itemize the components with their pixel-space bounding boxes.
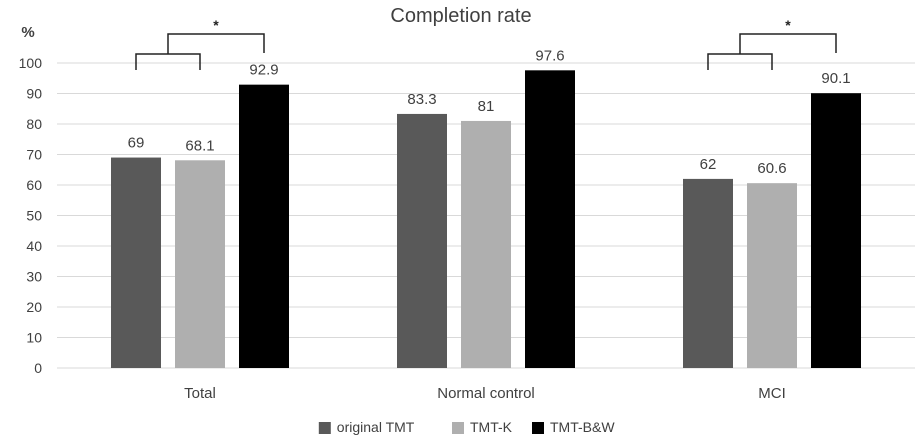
y-tick-label: 0 bbox=[34, 360, 42, 376]
bar bbox=[683, 178, 733, 368]
y-tick-label: 10 bbox=[26, 330, 42, 346]
y-tick-label: 80 bbox=[26, 116, 42, 132]
y-axis-label: % bbox=[21, 24, 34, 41]
significance-bracket-inner bbox=[707, 53, 773, 70]
bar bbox=[811, 93, 861, 368]
bar bbox=[397, 113, 447, 368]
bar-value-label: 60.6 bbox=[757, 160, 786, 177]
y-tick-label: 20 bbox=[26, 299, 42, 315]
y-tick-label: 100 bbox=[19, 55, 43, 71]
significance-marker: * bbox=[213, 17, 219, 33]
significance-annotations: * * bbox=[135, 17, 837, 70]
y-tick-label: 40 bbox=[26, 238, 42, 254]
legend: original TMT TMT-K TMT-B&W bbox=[318, 419, 615, 435]
chart-title: Completion rate bbox=[390, 5, 531, 27]
bar bbox=[175, 160, 225, 368]
bar-value-label: 68.1 bbox=[185, 137, 214, 154]
bar bbox=[239, 84, 289, 368]
bar bbox=[525, 70, 575, 368]
y-tick-label: 60 bbox=[26, 177, 42, 193]
legend-label: TMT-K bbox=[470, 419, 513, 435]
bar-value-label: 81 bbox=[478, 98, 495, 115]
y-tick-label: 50 bbox=[26, 208, 42, 224]
bars bbox=[111, 70, 861, 368]
legend-label: original TMT bbox=[337, 419, 415, 435]
bar-value-label: 97.6 bbox=[535, 47, 564, 64]
significance-bracket-outer bbox=[739, 33, 837, 54]
legend-label: TMT-B&W bbox=[550, 419, 615, 435]
significance-bracket-outer bbox=[167, 33, 265, 54]
y-tick-label: 90 bbox=[26, 86, 42, 102]
bar bbox=[461, 120, 511, 368]
bar bbox=[747, 183, 797, 368]
bar bbox=[111, 157, 161, 368]
bar-value-label: 69 bbox=[128, 135, 145, 152]
legend-swatch bbox=[318, 422, 331, 434]
legend-swatch bbox=[532, 422, 544, 434]
y-tick-label: 70 bbox=[26, 147, 42, 163]
significance-marker: * bbox=[785, 17, 791, 33]
bar-value-label: 92.9 bbox=[249, 62, 278, 79]
bar-value-label: 90.1 bbox=[821, 70, 850, 87]
data-labels: 69 68.1 92.9 83.3 81 97.6 62 60.6 90.1 bbox=[128, 47, 851, 177]
bar-value-label: 62 bbox=[700, 156, 717, 173]
x-category-label: Total bbox=[184, 385, 216, 402]
x-category-label: Normal control bbox=[437, 385, 535, 402]
y-tick-label: 30 bbox=[26, 269, 42, 285]
legend-swatch bbox=[452, 422, 464, 434]
y-axis-ticks: 0 10 20 30 40 50 60 70 80 90 100 bbox=[19, 55, 43, 376]
x-axis-categories: Total Normal control MCI bbox=[184, 385, 786, 402]
significance-bracket-inner bbox=[135, 53, 201, 70]
x-category-label: MCI bbox=[758, 385, 786, 402]
bar-value-label: 83.3 bbox=[407, 91, 436, 108]
